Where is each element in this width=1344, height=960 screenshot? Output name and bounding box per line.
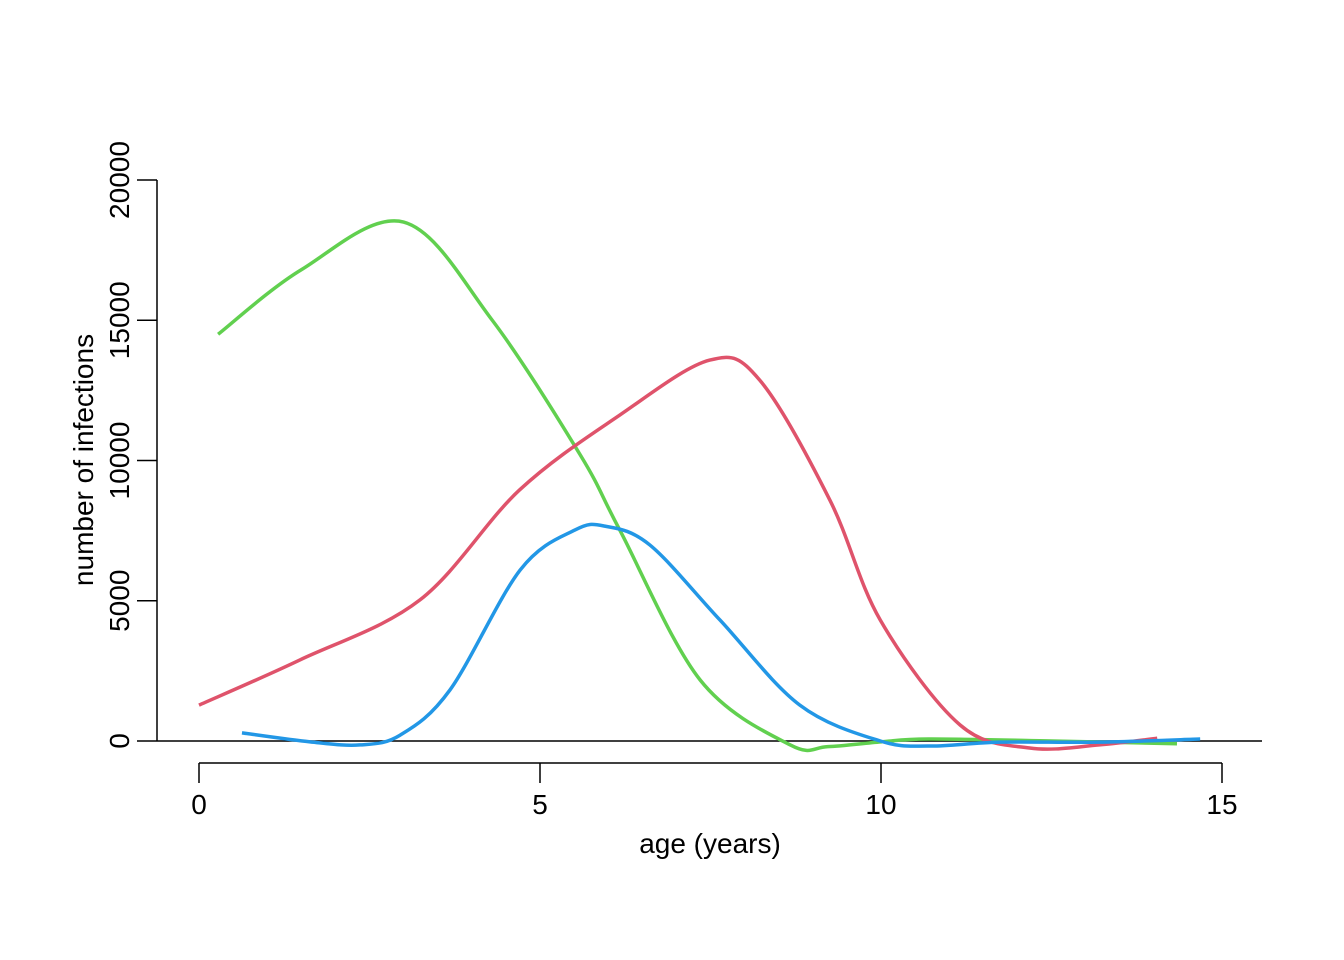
y-tick-label: 15000	[104, 281, 135, 359]
y-axis-label: number of infections	[68, 334, 99, 586]
x-tick-label: 0	[191, 789, 207, 820]
series-line-blue	[241, 522, 1201, 748]
series-line-red	[198, 355, 1158, 751]
y-tick-label: 0	[104, 733, 135, 749]
series-line-green	[217, 219, 1178, 753]
x-tick-label: 15	[1206, 789, 1237, 820]
x-tick-label: 5	[532, 789, 548, 820]
y-tick-label: 5000	[104, 570, 135, 632]
x-tick-label: 10	[865, 789, 896, 820]
y-tick-label: 10000	[104, 422, 135, 500]
x-axis-label: age (years)	[639, 828, 781, 859]
y-tick-label: 20000	[104, 141, 135, 219]
